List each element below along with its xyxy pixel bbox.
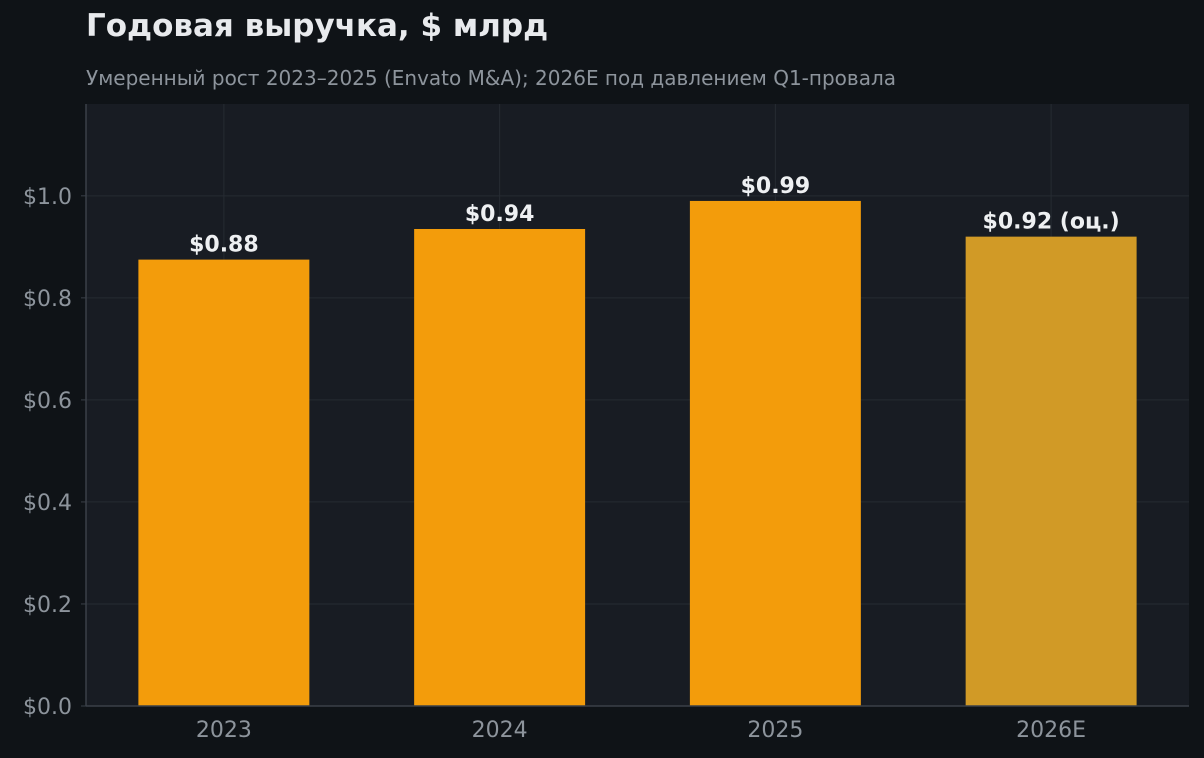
y-tick-label: $0.2 bbox=[23, 593, 72, 618]
x-tick-label: 2025 bbox=[747, 718, 803, 743]
chart-subtitle: Умеренный рост 2023–2025 (Envato M&A); 2… bbox=[86, 66, 896, 90]
y-axis-ticks: $0.0 $0.2 $0.4 $0.6 $0.8 $1.0 bbox=[23, 185, 86, 720]
y-tick-label: $0.0 bbox=[23, 695, 72, 720]
bar-2024 bbox=[414, 228, 586, 707]
data-label: $0.92 (оц.) bbox=[983, 210, 1120, 235]
chart-title: Годовая выручка, $ млрд bbox=[86, 8, 549, 44]
bar-2023 bbox=[138, 259, 310, 706]
y-tick-label: $1.0 bbox=[23, 185, 72, 210]
y-tick-label: $0.8 bbox=[23, 287, 72, 312]
data-label: $0.88 bbox=[189, 233, 259, 258]
axes bbox=[85, 104, 1189, 707]
data-label: $0.94 bbox=[465, 202, 535, 227]
data-label: $0.99 bbox=[741, 174, 811, 199]
y-tick-label: $0.6 bbox=[23, 389, 72, 414]
x-tick-label: 2024 bbox=[472, 718, 528, 743]
bar-2026e bbox=[965, 236, 1137, 706]
x-tick-label: 2026E bbox=[1016, 718, 1086, 743]
y-tick-label: $0.4 bbox=[23, 491, 72, 516]
bars bbox=[138, 200, 1137, 707]
x-axis-ticks: 2023 2024 2025 2026E bbox=[196, 718, 1086, 743]
bar-2025 bbox=[689, 200, 861, 707]
data-labels: $0.88 $0.94 $0.99 $0.92 (оц.) bbox=[189, 174, 1120, 258]
x-tick-label: 2023 bbox=[196, 718, 252, 743]
